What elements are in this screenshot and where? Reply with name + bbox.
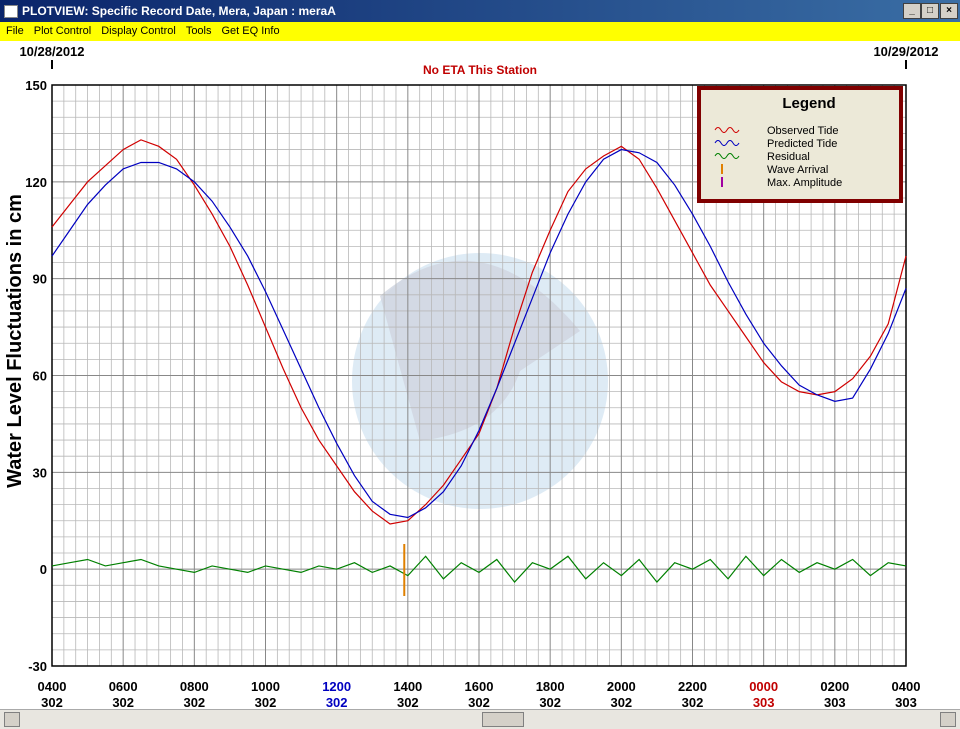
close-button[interactable]: × bbox=[940, 3, 958, 19]
y-tick-label: 30 bbox=[33, 465, 47, 480]
y-tick-label: 150 bbox=[25, 78, 47, 93]
x-tick-label: 0600 bbox=[109, 679, 138, 694]
legend-label: Observed Tide bbox=[767, 125, 839, 137]
x-tick-day: 302 bbox=[682, 695, 704, 709]
x-tick-label: 0400 bbox=[892, 679, 921, 694]
menu-item[interactable]: Display Control bbox=[101, 25, 176, 37]
x-tick-day: 303 bbox=[824, 695, 846, 709]
x-tick-day: 302 bbox=[397, 695, 419, 709]
legend-swatch bbox=[714, 127, 740, 133]
series-line bbox=[51, 148, 907, 519]
y-tick-label: 60 bbox=[33, 369, 47, 384]
menu-item[interactable]: Tools bbox=[185, 25, 212, 37]
y-tick-label: 90 bbox=[33, 272, 47, 287]
legend-label: Wave Arrival bbox=[767, 164, 828, 176]
x-tick-day: 302 bbox=[610, 695, 632, 709]
maximize-button[interactable]: □ bbox=[921, 3, 939, 19]
x-tick-day: 302 bbox=[326, 695, 348, 709]
y-tick-label: -30 bbox=[28, 659, 47, 674]
legend-label: Predicted Tide bbox=[767, 138, 837, 150]
plot-frame bbox=[51, 84, 907, 667]
y-tick-label: 0 bbox=[40, 562, 47, 577]
title-bar: PLOTVIEW: Specific Record Date, Mera, Ja… bbox=[0, 0, 960, 22]
legend-label: Max. Amplitude bbox=[767, 177, 842, 189]
menu-bar: File Plot Control Display Control Tools Get … bbox=[0, 22, 960, 41]
x-tick-label: 2200 bbox=[678, 679, 707, 694]
x-tick-label: 1600 bbox=[465, 679, 494, 694]
legend-swatch bbox=[714, 140, 740, 146]
x-tick-label: 0400 bbox=[38, 679, 67, 694]
start-date: 10/28/2012 bbox=[19, 44, 84, 59]
x-tick-day: 302 bbox=[468, 695, 490, 709]
minimize-button[interactable]: _ bbox=[903, 3, 921, 19]
legend-box bbox=[697, 86, 903, 203]
y-axis-label: Water Level Fluctuations in cm bbox=[4, 194, 26, 488]
x-tick-day: 302 bbox=[255, 695, 277, 709]
x-tick-label: 1800 bbox=[536, 679, 565, 694]
x-tick-day: 302 bbox=[539, 695, 561, 709]
end-date: 10/29/2012 bbox=[873, 44, 938, 59]
scroll-right[interactable] bbox=[940, 712, 956, 727]
x-tick-label: 1400 bbox=[393, 679, 422, 694]
series-line bbox=[51, 139, 907, 525]
chart-subtitle: No ETA This Station bbox=[423, 63, 537, 77]
series-line bbox=[51, 555, 907, 584]
window-title: PLOTVIEW: Specific Record Date, Mera, Ja… bbox=[22, 4, 336, 18]
x-tick-label: 1200 bbox=[322, 679, 351, 694]
scroll-left[interactable] bbox=[4, 712, 20, 727]
x-tick-day: 302 bbox=[112, 695, 134, 709]
chart: -300306090120150040030206003020800302100… bbox=[4, 44, 939, 709]
x-tick-label: 2000 bbox=[607, 679, 636, 694]
legend-swatch bbox=[714, 153, 740, 159]
x-tick-label: 0200 bbox=[820, 679, 849, 694]
menu-item[interactable]: Plot Control bbox=[33, 25, 92, 37]
x-tick-day: 302 bbox=[183, 695, 205, 709]
x-tick-day: 302 bbox=[41, 695, 63, 709]
watermark bbox=[380, 260, 580, 441]
x-tick-day: 303 bbox=[753, 695, 775, 709]
scroll-thumb[interactable] bbox=[482, 712, 524, 727]
x-tick-label: 0000 bbox=[749, 679, 778, 694]
legend-title: Legend bbox=[782, 95, 835, 112]
scrollbar[interactable] bbox=[0, 709, 960, 729]
app-icon bbox=[4, 5, 18, 18]
x-tick-day: 303 bbox=[895, 695, 917, 709]
menu-item[interactable]: File bbox=[6, 25, 24, 37]
y-tick-label: 120 bbox=[25, 175, 47, 190]
x-tick-label: 1000 bbox=[251, 679, 280, 694]
menu-item[interactable]: Get EQ Info bbox=[221, 25, 280, 37]
legend-label: Residual bbox=[767, 151, 810, 163]
x-tick-label: 0800 bbox=[180, 679, 209, 694]
